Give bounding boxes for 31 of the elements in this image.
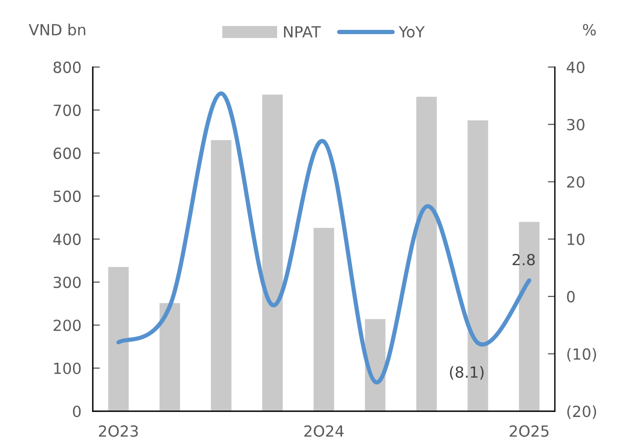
bar bbox=[210, 140, 232, 412]
y2-tick-label: 10 bbox=[568, 234, 584, 246]
y-tick-label: 400 bbox=[53, 234, 81, 246]
y-tick-label: 600 bbox=[54, 148, 81, 160]
bar bbox=[262, 94, 283, 412]
data-label: (8.1) bbox=[450, 366, 484, 380]
y-tick-label: 200 bbox=[54, 320, 81, 332]
y2-tick-label: 40 bbox=[566, 62, 584, 74]
y-tick-label: 100 bbox=[54, 362, 81, 374]
bar bbox=[160, 303, 180, 412]
y-tick-label: 500 bbox=[54, 190, 81, 202]
y-tick-label: 300 bbox=[54, 276, 81, 288]
bar bbox=[314, 228, 334, 412]
x-tick-label: 2O25 bbox=[510, 425, 548, 437]
y2-tick-label: 20 bbox=[567, 176, 584, 188]
y2-tick-label: (20) bbox=[567, 405, 596, 419]
y-tick-label: 800 bbox=[54, 62, 81, 74]
y2-tick-label: 0 bbox=[567, 290, 575, 302]
y2-axis-title: % bbox=[582, 24, 596, 36]
y-axis-title: VND bn bbox=[28, 24, 86, 36]
y-tick-label: 0 bbox=[72, 406, 81, 418]
legend-label: NPAT bbox=[284, 26, 321, 38]
legend-label: YoY bbox=[398, 26, 425, 38]
bar bbox=[416, 96, 437, 412]
bar bbox=[108, 267, 129, 412]
x-tick-label: 2O24 bbox=[304, 425, 344, 437]
y2-tick-label: (10) bbox=[567, 348, 596, 362]
y2-tick-label: 30 bbox=[567, 118, 584, 130]
x-tick-label: 2O23 bbox=[98, 425, 138, 437]
data-label: 2.8 bbox=[512, 254, 535, 266]
y-tick-label: 700 bbox=[54, 104, 81, 116]
